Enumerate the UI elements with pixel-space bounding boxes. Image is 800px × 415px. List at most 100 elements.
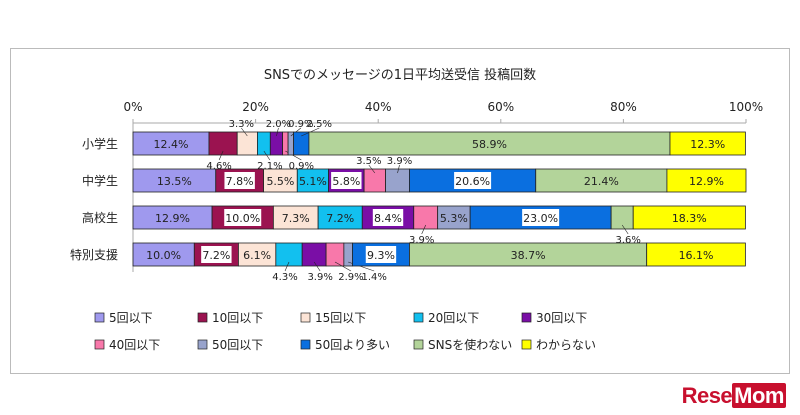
- legend-label: わからない: [536, 338, 596, 352]
- data-label-box: [201, 246, 232, 263]
- chart-title: SNSでのメッセージの1日平均送受信 投稿回数: [264, 67, 536, 83]
- data-label-box: [331, 172, 362, 189]
- data-label: 4.3%: [272, 272, 297, 283]
- data-label: 8.4%: [374, 212, 402, 225]
- bar-segment: [257, 131, 271, 156]
- data-label: 2.0%: [266, 119, 291, 130]
- legend-swatch: [521, 312, 532, 323]
- bar-segment: [293, 131, 310, 156]
- data-label: 21.4%: [584, 175, 619, 188]
- x-tick-label: 0%: [123, 100, 142, 114]
- data-label: 38.7%: [511, 249, 546, 262]
- data-label-box: [372, 209, 404, 226]
- data-label: 18.3%: [672, 212, 707, 225]
- leader-line: [334, 261, 352, 272]
- legend-swatch: [413, 339, 424, 350]
- data-label-box: [224, 209, 262, 226]
- leader-line: [276, 127, 279, 137]
- x-tick-label: 60%: [487, 100, 514, 114]
- legend-label: 15回以下: [315, 311, 366, 325]
- category-label: 中学生: [82, 173, 118, 188]
- data-label: 12.4%: [154, 138, 189, 151]
- data-label: 20.6%: [455, 175, 490, 188]
- data-label: 7.2%: [326, 212, 354, 225]
- data-label: 7.8%: [226, 175, 254, 188]
- legend-swatch: [94, 312, 105, 323]
- legend-swatch: [521, 339, 532, 350]
- leader-line: [263, 150, 271, 161]
- legend-swatch: [413, 312, 424, 323]
- legend-swatch: [197, 339, 208, 350]
- data-label: 2.5%: [307, 119, 332, 130]
- legend-label: 50回より多い: [315, 338, 390, 352]
- bar-segment: [287, 131, 295, 156]
- data-label: 4.6%: [206, 161, 231, 172]
- legend-swatch: [197, 312, 208, 323]
- data-label-box: [224, 172, 255, 189]
- legend-label: 20回以下: [428, 311, 479, 325]
- legend-label: 5回以下: [109, 311, 153, 325]
- leader-line: [621, 224, 629, 235]
- x-tick-label: 80%: [610, 100, 637, 114]
- bar-segment: [669, 131, 746, 156]
- data-label: 3.9%: [307, 272, 332, 283]
- chart-frame: [10, 48, 790, 374]
- x-tick-label: 100%: [729, 100, 763, 114]
- legend-swatch: [94, 339, 105, 350]
- bar-segment: [325, 242, 345, 267]
- data-label: 5.3%: [440, 212, 468, 225]
- data-label: 3.3%: [229, 119, 254, 130]
- data-label: 5.8%: [332, 175, 360, 188]
- data-label-box: [454, 172, 492, 189]
- data-label: 0.9%: [288, 119, 313, 130]
- legend-label: 50回以下: [212, 338, 263, 352]
- bar-segment: [236, 131, 258, 156]
- bar-segment: [646, 242, 746, 267]
- data-label: 10.0%: [146, 249, 181, 262]
- bar-segment: [282, 131, 289, 156]
- data-label-box: [365, 246, 397, 263]
- leader-line: [284, 261, 290, 272]
- legend-label: 40回以下: [109, 338, 160, 352]
- resemom-logo: ReseMom: [681, 383, 786, 408]
- data-label: 5.1%: [299, 175, 327, 188]
- leader-line: [368, 164, 376, 174]
- data-label: 2.1%: [257, 161, 282, 172]
- bar-segment: [343, 242, 353, 267]
- data-label-box: [522, 209, 560, 226]
- legend-label: 10回以下: [212, 311, 263, 325]
- data-label: 7.3%: [282, 212, 310, 225]
- data-label: 3.6%: [615, 235, 640, 246]
- leader-line: [241, 127, 248, 137]
- data-label: 3.9%: [409, 235, 434, 246]
- data-label: 6.1%: [243, 249, 271, 262]
- data-label: 3.9%: [387, 156, 412, 167]
- category-label: 高校生: [82, 210, 118, 225]
- data-label: 23.0%: [523, 212, 558, 225]
- data-label: 13.5%: [157, 175, 192, 188]
- data-label: 0.9%: [289, 161, 314, 172]
- data-label: 58.9%: [472, 138, 507, 151]
- data-label: 1.4%: [361, 272, 386, 283]
- data-label: 5.5%: [266, 175, 294, 188]
- category-label: 小学生: [82, 136, 118, 151]
- data-label: 12.9%: [689, 175, 724, 188]
- category-label: 特別支援: [70, 247, 118, 262]
- data-label: 9.3%: [367, 249, 395, 262]
- x-tick-label: 40%: [365, 100, 392, 114]
- bar-segment: [610, 205, 634, 230]
- leader-line: [397, 164, 400, 174]
- data-label: 3.5%: [356, 156, 381, 167]
- data-label: 10.0%: [225, 212, 260, 225]
- bar-segment: [666, 168, 747, 193]
- leader-line: [313, 261, 321, 272]
- legend-swatch: [300, 312, 311, 323]
- data-label: 2.9%: [338, 272, 363, 283]
- leader-line: [218, 150, 224, 161]
- leader-line: [421, 224, 426, 235]
- bar-segment: [632, 205, 746, 230]
- data-label: 16.1%: [679, 249, 714, 262]
- data-label: 12.9%: [155, 212, 190, 225]
- legend-label: 30回以下: [536, 311, 587, 325]
